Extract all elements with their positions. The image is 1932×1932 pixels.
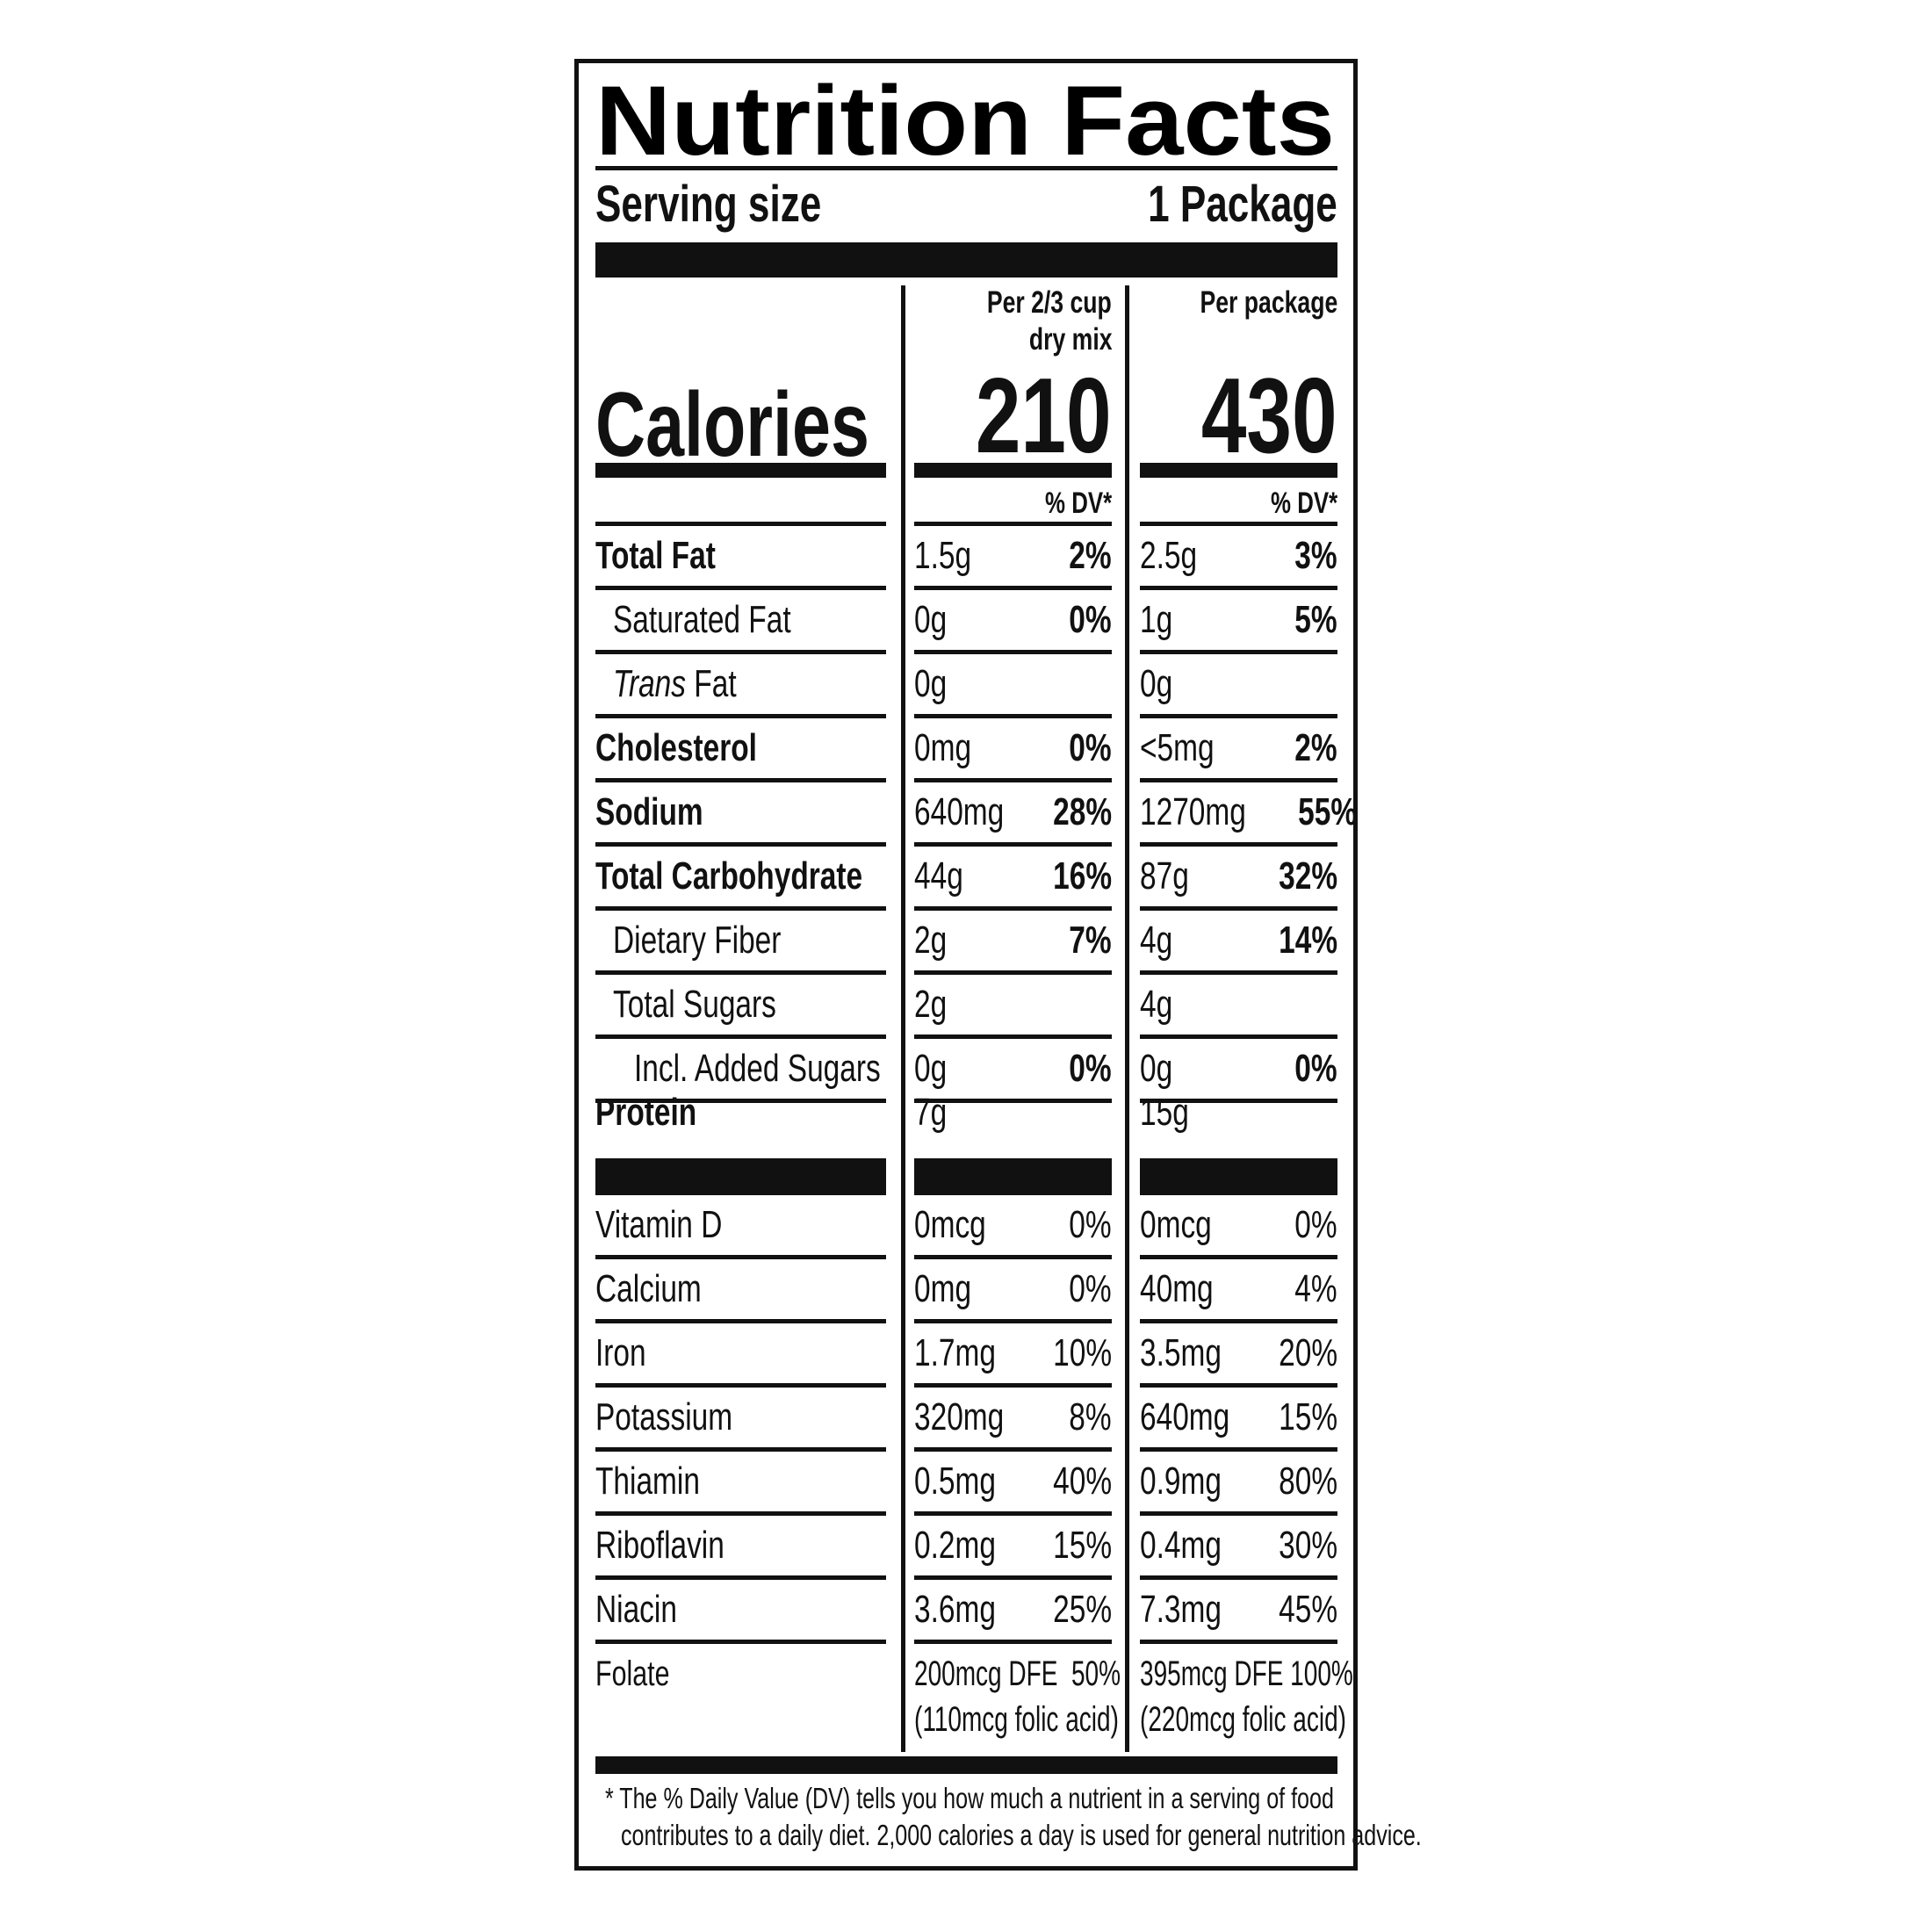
nutrient-name: Incl. Added Sugars <box>595 1039 886 1103</box>
vitamin-name: Vitamin D <box>595 1195 886 1259</box>
column-divider <box>901 285 905 1752</box>
vitamin-row: Iron 1.7mg 10% 3.5mg 20% <box>579 1323 1353 1388</box>
folate-row: Folate 200mcg DFE 50% (110mcg folic acid)… <box>579 1651 1353 1748</box>
vitamin-col1: 0mg 0% <box>914 1259 1112 1323</box>
thick-bar <box>595 1756 1337 1774</box>
vitamin-row: Niacin 3.6mg 25% 7.3mg 45% <box>579 1580 1353 1644</box>
thick-bar <box>595 242 1337 278</box>
vitamin-col1: 320mg 8% <box>914 1388 1112 1452</box>
vitamin-name: Thiamin <box>595 1452 886 1516</box>
calories-label: Calories <box>595 374 869 476</box>
nutrient-col1: 2g 7% <box>914 911 1112 975</box>
vitamin-col2: 7.3mg 45% <box>1140 1580 1337 1644</box>
footnote-line: * The % Daily Value (DV) tells you how m… <box>605 1782 1334 1814</box>
nutrient-col2: 4g 14% <box>1140 911 1337 975</box>
nutrient-col1: 0g 0% <box>914 590 1112 654</box>
folate-col2: 395mcg DFE 100% (220mcg folic acid) <box>1140 1654 1353 1739</box>
vitamin-row: Riboflavin 0.2mg 15% 0.4mg 30% <box>579 1516 1353 1580</box>
serving-size-label: Serving size <box>595 175 822 233</box>
calories-value-col2: 430 <box>1201 356 1337 475</box>
vitamin-row: Calcium 0mg 0% 40mg 4% <box>579 1259 1353 1323</box>
nutrient-row: Protein 7g 15g <box>579 1091 1353 1195</box>
calories-bar <box>1140 463 1337 478</box>
folate-name: Folate <box>595 1654 670 1693</box>
nutrient-row: Dietary Fiber 2g 7% 4g 14% <box>579 911 1353 975</box>
nutrient-col2: 0g <box>1140 654 1337 718</box>
vitamin-name: Calcium <box>595 1259 886 1323</box>
vitamin-col2: 40mg 4% <box>1140 1259 1337 1323</box>
calories-bar <box>914 463 1112 478</box>
nutrient-row: Total Carbohydrate 44g 16% 87g 32% <box>579 847 1353 911</box>
nutrient-name: Cholesterol <box>595 718 886 782</box>
nutrition-facts-label: Nutrition Facts Serving size 1 Package C… <box>574 59 1422 1871</box>
vitamin-col2: 0mcg 0% <box>1140 1195 1337 1259</box>
nutrient-row: Total Fat 1.5g 2% 2.5g 3% <box>579 526 1353 590</box>
nutrient-name: Total Sugars <box>595 975 886 1039</box>
column-divider <box>1125 285 1129 1752</box>
vitamin-col1: 1.7mg 10% <box>914 1323 1112 1388</box>
nutrient-col2: 0g 0% <box>1140 1039 1337 1103</box>
vitamin-name: Iron <box>595 1323 886 1388</box>
nutrient-name: Total Fat <box>595 526 886 590</box>
divider-line <box>1140 522 1337 526</box>
nutrient-row: Trans Fat 0g 0g <box>579 654 1353 718</box>
nutrient-col2: 4g <box>1140 975 1337 1039</box>
nutrient-name: Saturated Fat <box>595 590 886 654</box>
calories-bar <box>595 463 886 478</box>
nutrient-name: Dietary Fiber <box>595 911 886 975</box>
vitamin-name: Potassium <box>595 1388 886 1452</box>
nutrient-col2: 87g 32% <box>1140 847 1337 911</box>
vitamin-col2: 3.5mg 20% <box>1140 1323 1337 1388</box>
vitamin-col2: 0.9mg 80% <box>1140 1452 1337 1516</box>
nutrient-col2: 15g <box>1140 1091 1337 1195</box>
divider-line <box>914 522 1112 526</box>
nutrient-row: Incl. Added Sugars 0g 0% 0g 0% <box>579 1039 1353 1103</box>
divider-line <box>595 166 1337 170</box>
nutrient-name: Sodium <box>595 782 886 847</box>
serving-size-row: Serving size 1 Package <box>595 170 1337 237</box>
col2-header: Per package <box>1200 285 1337 320</box>
vitamin-row: Vitamin D 0mcg 0% 0mcg 0% <box>579 1195 1353 1259</box>
vitamin-col1: 0.5mg 40% <box>914 1452 1112 1516</box>
vitamin-col1: 3.6mg 25% <box>914 1580 1112 1644</box>
nutrient-col1: 2g <box>914 975 1112 1039</box>
dv-header-col1: % DV* <box>1044 487 1112 520</box>
col1-header: Per 2/3 cup dry mix <box>987 285 1112 357</box>
nutrient-col1: 44g 16% <box>914 847 1112 911</box>
vitamin-row: Potassium 320mg 8% 640mg 15% <box>579 1388 1353 1452</box>
vitamin-col2: 640mg 15% <box>1140 1388 1337 1452</box>
divider-line <box>595 522 886 526</box>
nutrient-col1: 0mg 0% <box>914 718 1112 782</box>
nutrient-col2: 2.5g 3% <box>1140 526 1337 590</box>
footnote-line: contributes to a daily diet. 2,000 calor… <box>621 1819 1422 1851</box>
vitamin-name: Niacin <box>595 1580 886 1644</box>
nutrient-col2: 1g 5% <box>1140 590 1337 654</box>
nutrient-row: Cholesterol 0mg 0% <5mg 2% <box>579 718 1353 782</box>
nutrient-col2: 1270mg 55% <box>1140 782 1357 847</box>
dv-header-col2: % DV* <box>1270 487 1337 520</box>
nutrient-col1: 1.5g 2% <box>914 526 1112 590</box>
folate-col1: 200mcg DFE 50% (110mcg folic acid) <box>914 1654 1121 1739</box>
nutrient-col1: 0g <box>914 654 1112 718</box>
vitamin-col1: 0.2mg 15% <box>914 1516 1112 1580</box>
nutrient-name: Protein <box>595 1091 886 1195</box>
nutrient-name: Trans Fat <box>595 654 886 718</box>
nutrient-row: Sodium 640mg 28% 1270mg 55% <box>579 782 1357 847</box>
nutrient-col2: <5mg 2% <box>1140 718 1337 782</box>
title: Nutrition Facts <box>595 79 1335 167</box>
footnote: * The % Daily Value (DV) tells you how m… <box>605 1780 1422 1854</box>
nutrient-name: Total Carbohydrate <box>595 847 886 911</box>
calories-value-col1: 210 <box>976 356 1112 475</box>
nutrient-row: Saturated Fat 0g 0% 1g 5% <box>579 590 1353 654</box>
nutrient-col1: 7g <box>914 1091 1112 1195</box>
nutrient-col1: 0g 0% <box>914 1039 1112 1103</box>
vitamin-col2: 0.4mg 30% <box>1140 1516 1337 1580</box>
svg-text:Nutrition Facts: Nutrition Facts <box>595 79 1335 167</box>
vitamin-col1: 0mcg 0% <box>914 1195 1112 1259</box>
vitamin-name: Riboflavin <box>595 1516 886 1580</box>
nutrient-col1: 640mg 28% <box>914 782 1112 847</box>
nutrient-row: Total Sugars 2g 4g <box>579 975 1353 1039</box>
vitamin-row: Thiamin 0.5mg 40% 0.9mg 80% <box>579 1452 1353 1516</box>
serving-size-value: 1 Package <box>1148 175 1337 233</box>
